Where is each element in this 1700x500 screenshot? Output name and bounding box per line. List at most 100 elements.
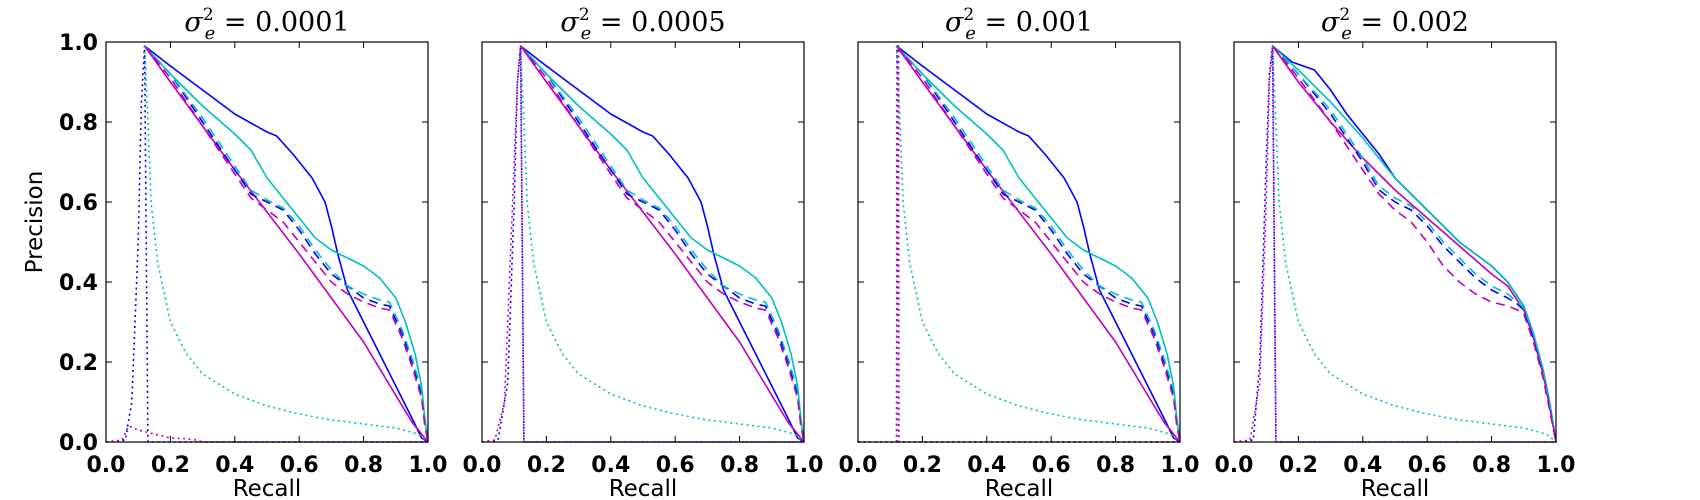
panel-1: 0.0 0.2 0.4 0.6 0.8 1.0 0.0 0.2 0.4 0.6 0.8 1.0 Reca… [59,5,447,500]
x-tick-label: 0.4 [591,453,630,478]
x-tick-label: 0.0 [1215,453,1254,478]
title-subscript: e [581,23,592,44]
y-tick-label: 0.0 [59,431,98,456]
series-line-dashed-5 [144,45,429,443]
x-tick-label: 0.0 [463,453,502,478]
series-group [106,45,429,443]
title-superscript: 2 [1339,5,1350,25]
series-line-solid-3 [895,45,1181,443]
title-value: = 0.0001 [215,7,349,38]
y-tick-label: 0.6 [59,191,98,216]
series-line-dashed-4 [144,45,429,443]
x-tick-label: 0.8 [1472,453,1511,478]
series-line-dashed-4 [896,45,1181,443]
x-axis-label: Recall [985,476,1054,500]
series-line-solid-1 [144,45,429,443]
title-superscript: 2 [579,5,590,25]
series-line-dotted-9 [482,45,804,443]
series-line-dotted-7 [482,45,804,443]
title-symbol: σ [1321,7,1341,38]
plot-frame [1233,41,1557,443]
x-tick-label: 0.8 [720,453,759,478]
series-line-dashed-5 [896,45,1181,443]
plot-frame [857,41,1181,443]
series-line-dashed-6 [143,45,429,443]
series-group [482,45,805,443]
series-line-dashed-6 [895,45,1181,443]
panel-title: σ2 e = 0.0005 [560,5,725,44]
series-line-solid-2 [896,45,1181,443]
panel-3: 0.0 0.2 0.4 0.6 0.8 1.0 Recall σ2 e = 0.001 [839,5,1200,500]
title-symbol: σ [945,7,965,38]
series-line-solid-1 [520,45,805,443]
x-tick-label: 0.2 [1279,453,1318,478]
series-line-solid-1 [1272,45,1557,443]
series-line-dotted-9 [858,45,1180,443]
y-tick-label: 0.4 [59,271,98,296]
series-line-solid-2 [144,45,429,443]
x-tick-label: 0.4 [967,453,1006,478]
series-line-solid-2 [520,45,805,443]
panel-4: 0.0 0.2 0.4 0.6 0.8 1.0 Recall σ2 e = 0.002 [1215,5,1576,500]
x-tick-label: 0.2 [151,453,190,478]
x-axis-label: Recall [1361,476,1430,500]
series-group [858,45,1181,443]
title-subscript: e [205,23,216,44]
y-tick-label: 1.0 [59,31,98,56]
series-line-dashed-4 [520,45,805,443]
title-subscript: e [1341,23,1352,44]
title-value: = 0.001 [976,7,1093,38]
series-line-dashed-6 [519,45,805,443]
y-axis-label: Precision [22,171,48,274]
series-line-dashed-6 [1271,45,1557,443]
series-line-dotted-8 [519,45,805,443]
series-line-dashed-5 [1272,45,1557,443]
x-tick-label: 1.0 [785,453,824,478]
x-axis-label: Recall [233,476,302,500]
title-superscript: 2 [963,5,974,25]
series-line-solid-2 [1272,45,1557,443]
series-line-dotted-9 [1234,45,1556,443]
series-line-dotted-8 [895,45,1181,443]
x-tick-label: 0.2 [903,453,942,478]
y-tick-label: 0.8 [59,111,98,136]
series-line-solid-3 [143,45,429,443]
panel-2: 0.0 0.2 0.4 0.6 0.8 1.0 Recall σ2 e = 0.0005 [463,5,824,500]
panel-title: σ2 e = 0.0001 [184,5,349,44]
series-line-dotted-7 [106,45,428,443]
x-tick-label: 0.0 [87,453,126,478]
x-tick-label: 0.4 [1343,453,1382,478]
title-symbol: σ [560,7,580,38]
plot-frame [481,41,805,443]
series-line-dashed-5 [520,45,805,443]
series-line-dotted-7 [858,45,1180,443]
series-line-dotted-7 [1234,45,1556,443]
series-line-solid-3 [1271,45,1557,443]
x-tick-label: 0.8 [1096,453,1135,478]
title-superscript: 2 [203,5,214,25]
x-tick-label: 1.0 [1161,453,1200,478]
x-tick-label: 0.4 [215,453,254,478]
series-line-solid-3 [519,45,805,443]
x-axis-label: Recall [609,476,678,500]
series-line-dotted-8 [1271,45,1557,443]
series-line-solid-1 [896,45,1181,443]
x-tick-label: 0.8 [344,453,383,478]
plot-frame [105,41,429,443]
x-tick-label: 0.2 [527,453,566,478]
title-symbol: σ [184,7,204,38]
x-tick-label: 1.0 [1537,453,1576,478]
x-tick-label: 0.6 [1408,453,1447,478]
title-value: = 0.002 [1352,7,1469,38]
title-value: = 0.0005 [591,7,725,38]
series-group [1234,45,1557,443]
x-tick-label: 0.6 [656,453,695,478]
x-tick-label: 0.0 [839,453,878,478]
series-line-dashed-4 [1272,45,1557,443]
x-tick-label: 0.6 [280,453,319,478]
x-tick-label: 1.0 [409,453,448,478]
title-subscript: e [965,23,976,44]
series-line-dotted-9 [106,425,428,443]
y-tick-label: 0.2 [59,351,98,376]
